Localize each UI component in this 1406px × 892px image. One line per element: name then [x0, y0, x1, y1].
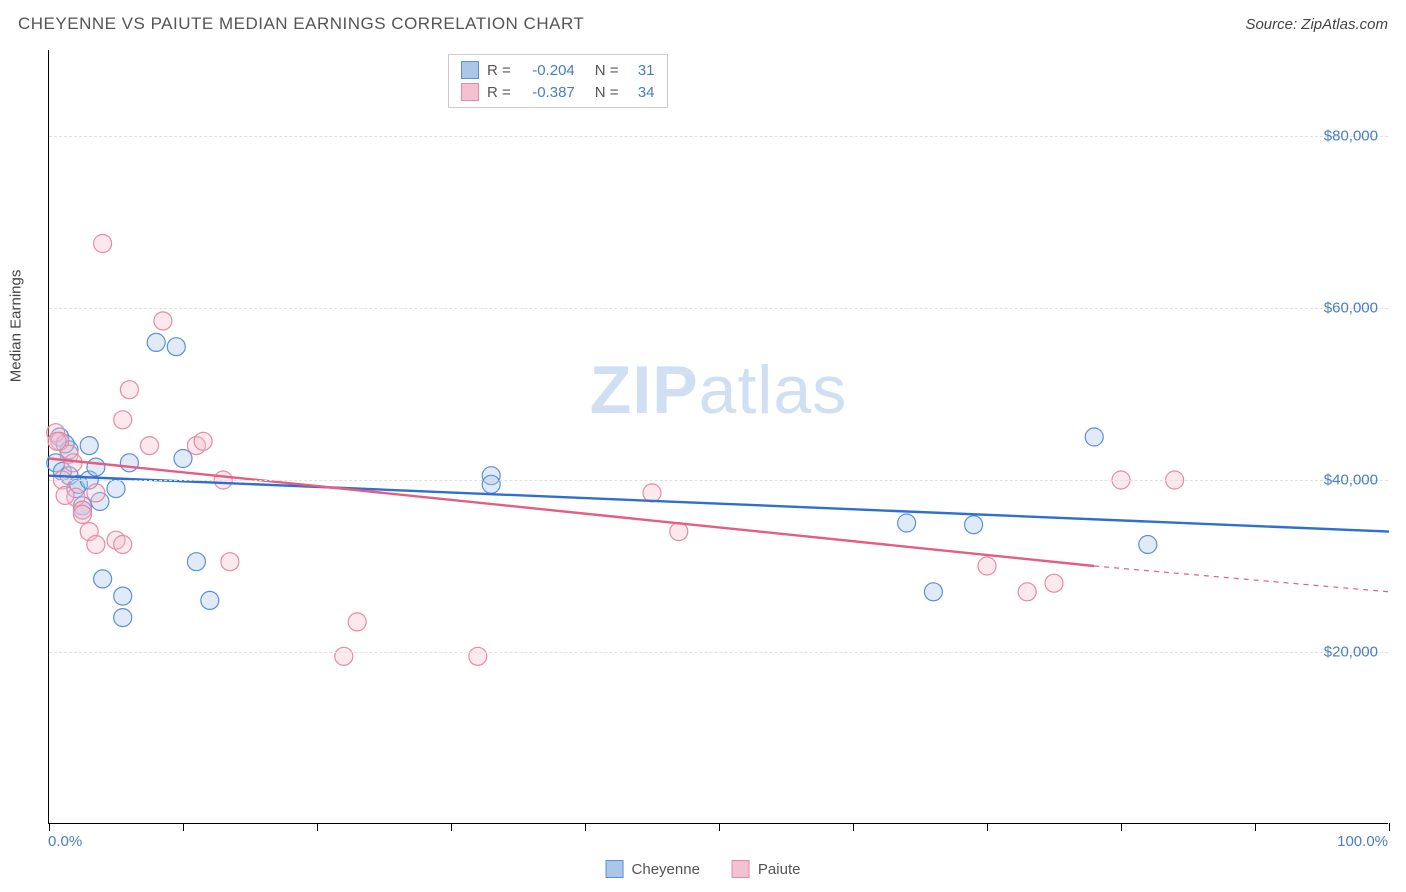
scatter-point — [1045, 574, 1063, 592]
n-value: 34 — [631, 84, 655, 101]
x-tick — [853, 823, 854, 831]
grid-line — [49, 308, 1388, 309]
series-swatch — [732, 860, 750, 878]
x-tick — [1389, 823, 1390, 831]
grid-line — [49, 480, 1388, 481]
legend-label: Paiute — [758, 861, 801, 878]
scatter-point — [141, 437, 159, 455]
scatter-point — [87, 458, 105, 476]
r-value: -0.204 — [519, 62, 575, 79]
stats-row: R = -0.204 N = 31 — [461, 59, 655, 81]
x-start-label: 0.0% — [48, 833, 82, 850]
trend-line-dashed — [1094, 566, 1389, 592]
y-tick-label: $80,000 — [1324, 128, 1378, 145]
x-tick — [1121, 823, 1122, 831]
stats-row: R = -0.387 N = 34 — [461, 81, 655, 103]
scatter-point — [167, 338, 185, 356]
n-label: N = — [595, 84, 619, 101]
source-attribution: Source: ZipAtlas.com — [1245, 16, 1388, 33]
scatter-point — [94, 570, 112, 588]
x-tick — [585, 823, 586, 831]
scatter-point — [898, 514, 916, 532]
scatter-point — [120, 454, 138, 472]
series-swatch — [461, 83, 479, 101]
grid-line — [49, 136, 1388, 137]
x-tick — [49, 823, 50, 831]
scatter-point — [187, 553, 205, 571]
r-label: R = — [487, 84, 511, 101]
scatter-point — [482, 475, 500, 493]
n-value: 31 — [631, 62, 655, 79]
scatter-point — [174, 450, 192, 468]
r-value: -0.387 — [519, 84, 575, 101]
x-end-label: 100.0% — [1337, 833, 1388, 850]
legend-label: Cheyenne — [632, 861, 700, 878]
scatter-point — [80, 437, 98, 455]
scatter-point — [643, 484, 661, 502]
scatter-point — [107, 480, 125, 498]
scatter-point — [87, 536, 105, 554]
scatter-point — [1085, 428, 1103, 446]
chart-svg — [49, 50, 1388, 823]
scatter-point — [221, 553, 239, 571]
grid-line — [49, 652, 1388, 653]
correlation-stats-legend: R = -0.204 N = 31 R = -0.387 N = 34 — [448, 54, 668, 108]
scatter-point — [147, 333, 165, 351]
x-tick — [451, 823, 452, 831]
series-legend: Cheyenne Paiute — [606, 860, 801, 878]
trend-line — [49, 476, 1389, 532]
scatter-point — [87, 484, 105, 502]
scatter-point — [114, 609, 132, 627]
scatter-point — [965, 516, 983, 534]
scatter-point — [154, 312, 172, 330]
x-tick — [1255, 823, 1256, 831]
scatter-point — [348, 613, 366, 631]
scatter-point — [194, 432, 212, 450]
plot-area: ZIPatlas $20,000$40,000$60,000$80,000 — [48, 50, 1388, 824]
r-label: R = — [487, 62, 511, 79]
x-tick — [987, 823, 988, 831]
scatter-point — [469, 647, 487, 665]
y-tick-label: $40,000 — [1324, 472, 1378, 489]
x-tick — [183, 823, 184, 831]
scatter-point — [74, 505, 92, 523]
series-swatch — [606, 860, 624, 878]
chart-title: CHEYENNE VS PAIUTE MEDIAN EARNINGS CORRE… — [18, 14, 584, 34]
scatter-point — [924, 583, 942, 601]
scatter-point — [201, 591, 219, 609]
scatter-point — [1139, 536, 1157, 554]
legend-item: Cheyenne — [606, 860, 700, 878]
scatter-point — [114, 587, 132, 605]
x-tick — [317, 823, 318, 831]
series-swatch — [461, 61, 479, 79]
n-label: N = — [595, 62, 619, 79]
x-tick — [719, 823, 720, 831]
scatter-point — [1018, 583, 1036, 601]
scatter-point — [978, 557, 996, 575]
scatter-point — [114, 411, 132, 429]
scatter-point — [670, 523, 688, 541]
legend-item: Paiute — [732, 860, 801, 878]
scatter-point — [335, 647, 353, 665]
y-tick-label: $60,000 — [1324, 300, 1378, 317]
y-tick-label: $20,000 — [1324, 644, 1378, 661]
scatter-point — [120, 381, 138, 399]
y-axis-label: Median Earnings — [8, 270, 25, 383]
scatter-point — [94, 235, 112, 253]
scatter-point — [56, 486, 74, 504]
scatter-point — [114, 536, 132, 554]
